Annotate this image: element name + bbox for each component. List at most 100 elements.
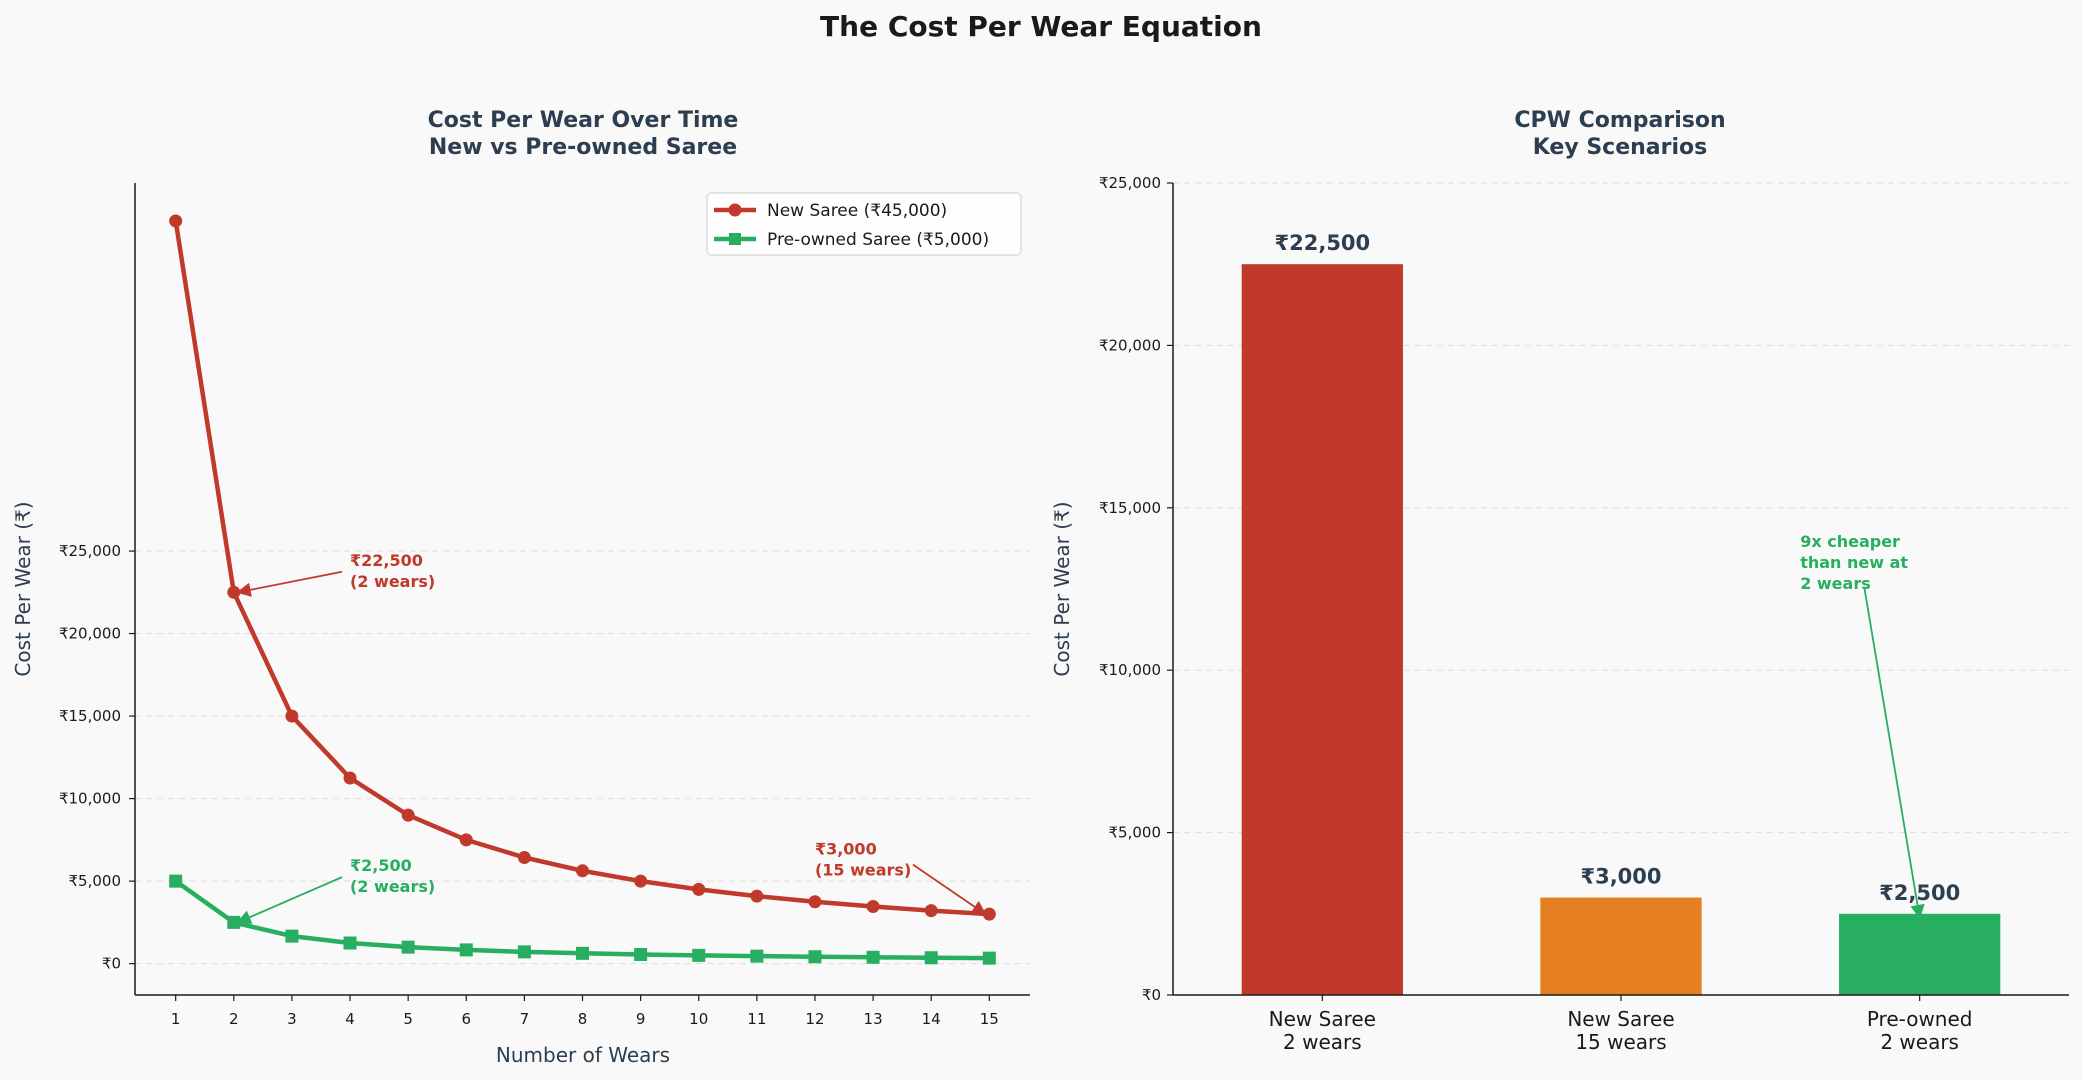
bar-category-label: 2 wears [1283, 1030, 1362, 1054]
bar [1839, 913, 2001, 995]
bar-chart-y-ticks: ₹0 ₹5,000 ₹10,000 ₹15,000 ₹20,000 ₹25,000 [1099, 174, 1173, 1004]
preowned-saree-line [174, 879, 990, 961]
new-saree-point [169, 214, 183, 228]
new-saree-line [173, 220, 990, 917]
legend-frame [706, 192, 1022, 256]
bar-y-tick-label: ₹20,000 [1099, 336, 1161, 354]
line-chart-title-line2: New vs Pre-owned Saree [429, 135, 737, 160]
preowned-saree-point [808, 950, 822, 964]
new-saree-point [401, 808, 415, 822]
line-annotation-arrow [236, 876, 343, 924]
line-chart-panel: Cost Per Wear Over Time New vs Pre-owned… [11, 108, 1030, 1067]
new-saree-point [924, 904, 938, 918]
preowned-saree-point [692, 948, 706, 962]
bar-chart-annotations: 9x cheaper than new at 2 wears [1800, 532, 1925, 920]
legend-preowned-marker [729, 233, 741, 245]
line-chart-x-ticks: 1 2 3 4 5 6 7 8 9 10 11 12 13 14 15 [171, 995, 999, 1028]
bar-chart-title-line2: Key Scenarios [1533, 135, 1708, 160]
bar-y-tick-label: ₹15,000 [1099, 499, 1161, 517]
bar-y-tick-label: ₹5,000 [1109, 824, 1162, 842]
line-y-tick-label: ₹25,000 [59, 542, 121, 560]
legend-preowned-label: Pre-owned Saree (₹5,000) [767, 230, 989, 250]
preowned-saree-point [169, 874, 183, 888]
line-x-tick-label: 2 [229, 1010, 239, 1028]
line-chart-x-axis-label: Number of Wears [496, 1043, 670, 1067]
line-y-tick-label: ₹20,000 [59, 625, 121, 643]
line-x-tick-label: 11 [747, 1010, 766, 1028]
bar-chart-bars: ₹22,500 ₹3,000 ₹2,500 [1241, 231, 2001, 995]
new-saree-point [692, 882, 706, 896]
line-chart-series [169, 214, 996, 965]
line-x-tick-label: 8 [578, 1010, 588, 1028]
bar-annotation-text: 2 wears [1800, 574, 1871, 593]
new-saree-point [750, 889, 764, 903]
bar-y-tick-label: ₹25,000 [1099, 174, 1161, 192]
bar-value-label: ₹22,500 [1275, 231, 1371, 255]
line-x-tick-label: 4 [345, 1010, 355, 1028]
preowned-saree-point [982, 951, 996, 965]
line-x-tick-label: 15 [980, 1010, 999, 1028]
line-y-tick-label: ₹10,000 [59, 790, 121, 808]
bar-annotation-text: than new at [1800, 553, 1908, 572]
bar [1540, 897, 1702, 995]
line-chart-gridlines [135, 550, 1030, 965]
new-saree-point [576, 864, 589, 878]
line-y-tick-label: ₹15,000 [59, 707, 121, 725]
line-annotation-arrow [236, 570, 343, 597]
preowned-saree-point [576, 946, 589, 960]
preowned-saree-point [924, 951, 938, 965]
legend-new-label: New Saree (₹45,000) [767, 201, 947, 221]
new-saree-point [866, 900, 880, 914]
preowned-saree-point [866, 950, 880, 964]
bar-chart-title-line1: CPW Comparison [1514, 108, 1725, 133]
bar-chart-y-axis-label: Cost Per Wear (₹) [1050, 501, 1074, 676]
bar-annotation-arrow [1863, 586, 1925, 920]
new-saree-point [517, 851, 531, 865]
bar-annotation-text: 9x cheaper [1800, 532, 1900, 551]
line-annotation-text: (2 wears) [350, 572, 435, 591]
new-saree-point [459, 833, 473, 847]
line-x-tick-label: 10 [689, 1010, 708, 1028]
bar-category-label: Pre-owned [1867, 1007, 1973, 1031]
line-chart-title-line1: Cost Per Wear Over Time [428, 108, 739, 133]
new-saree-point [285, 709, 299, 723]
line-annotation-arrow [912, 863, 987, 915]
bar-chart-panel: CPW Comparison Key Scenarios ₹0 ₹5,000 ₹10… [1050, 108, 2069, 1054]
line-annotation-text: ₹3,000 [815, 840, 877, 859]
preowned-saree-point [517, 945, 531, 959]
line-y-tick-label: ₹5,000 [69, 872, 122, 890]
bar-category-label: 2 wears [1880, 1030, 1959, 1054]
line-chart-annotations: ₹22,500 (2 wears) ₹2,500 (2 wears) ₹3,000 (15… [236, 551, 987, 924]
line-annotation-text: ₹22,500 [350, 551, 423, 570]
line-x-tick-label: 13 [864, 1010, 883, 1028]
line-x-tick-label: 14 [922, 1010, 941, 1028]
preowned-saree-point [459, 943, 473, 957]
figure-title: The Cost Per Wear Equation [820, 10, 1262, 43]
line-chart-legend: New Saree (₹45,000) Pre-owned Saree (₹5,… [706, 192, 1022, 256]
preowned-saree-point [750, 949, 764, 963]
line-annotation-text: (2 wears) [350, 877, 435, 896]
bar-category-label: 15 wears [1575, 1030, 1666, 1054]
line-x-tick-label: 12 [805, 1010, 824, 1028]
legend-new-marker [728, 203, 742, 217]
new-saree-point [634, 874, 648, 888]
line-x-tick-label: 5 [403, 1010, 413, 1028]
preowned-saree-point [401, 940, 415, 954]
bar-category-label: New Saree [1269, 1007, 1376, 1031]
line-x-tick-label: 3 [287, 1010, 297, 1028]
line-x-tick-label: 6 [461, 1010, 471, 1028]
line-x-tick-label: 1 [171, 1010, 181, 1028]
line-y-tick-label: ₹0 [102, 955, 121, 973]
bar-y-tick-label: ₹10,000 [1099, 661, 1161, 679]
bar-y-tick-label: ₹0 [1142, 986, 1161, 1004]
bar-category-label: New Saree [1567, 1007, 1674, 1031]
line-x-tick-label: 7 [520, 1010, 530, 1028]
line-annotation-text: ₹2,500 [350, 856, 412, 875]
preowned-saree-point [634, 947, 648, 961]
line-annotation-text: (15 wears) [815, 861, 911, 880]
preowned-saree-point [285, 929, 299, 943]
new-saree-point [808, 895, 822, 909]
